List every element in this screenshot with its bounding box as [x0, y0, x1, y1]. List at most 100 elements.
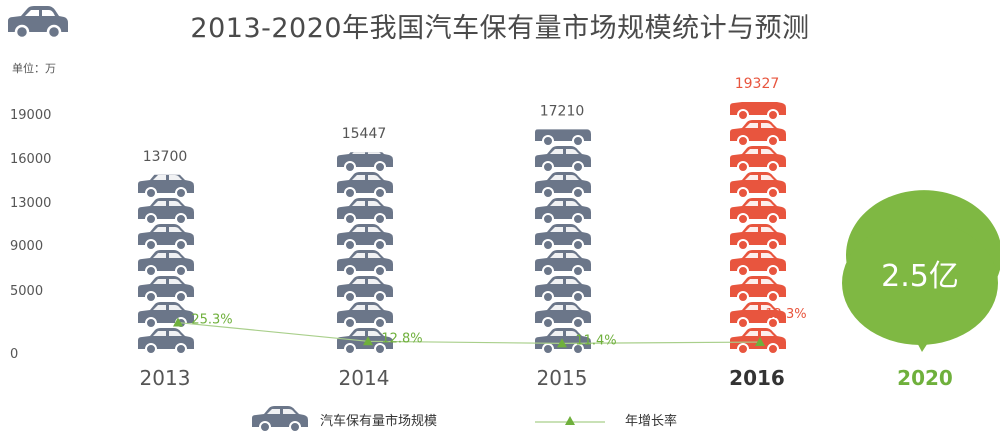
car-icon	[730, 198, 786, 225]
car-icon	[535, 224, 591, 251]
car-icon	[730, 97, 786, 121]
bar-2014	[337, 152, 393, 354]
bar-value-label: 17210	[540, 103, 585, 119]
car-window	[368, 175, 381, 180]
growth-rate-label: 12.3%	[765, 307, 806, 322]
car-window	[566, 253, 579, 258]
car-window	[761, 149, 774, 154]
car-logo-window	[25, 10, 39, 16]
car-wheel	[374, 291, 386, 303]
car-wheel	[737, 187, 749, 199]
car-logo-icon	[8, 6, 68, 40]
growth-rate-marker	[755, 337, 765, 347]
car-wheel	[767, 109, 779, 121]
car-window	[566, 97, 579, 102]
car-wheel	[542, 161, 554, 173]
car-stack	[730, 97, 786, 354]
growth-rate-line	[177, 321, 761, 345]
car-wheel	[374, 213, 386, 225]
car-icon	[337, 198, 393, 225]
car-icon	[730, 276, 786, 303]
car-window	[153, 201, 166, 206]
car-window	[745, 149, 758, 154]
car-window	[169, 201, 182, 206]
car-wheel	[737, 317, 749, 329]
car-wheel	[737, 213, 749, 225]
car-window	[566, 175, 579, 180]
car-window	[169, 331, 182, 336]
car-wheel	[145, 343, 157, 354]
car-icon	[535, 198, 591, 225]
car-wheel	[145, 187, 157, 199]
car-wheel	[737, 291, 749, 303]
car-wheel	[737, 343, 749, 354]
car-wheel	[175, 343, 187, 354]
car-window	[153, 253, 166, 258]
car-wheel	[767, 161, 779, 173]
x-category-label: 2013	[140, 366, 191, 390]
car-icon	[337, 250, 393, 277]
car-window	[153, 227, 166, 232]
car-wheel	[374, 343, 386, 354]
car-wheel	[572, 187, 584, 199]
car-window	[745, 331, 758, 336]
car-window	[745, 123, 758, 128]
car-wheel	[542, 239, 554, 251]
car-window	[169, 253, 182, 258]
unit-label: 单位：万	[12, 62, 56, 75]
car-window	[352, 175, 365, 180]
car-stack	[138, 174, 194, 354]
car-window	[566, 149, 579, 154]
car-window	[169, 279, 182, 284]
bar-2015	[535, 97, 591, 354]
car-wheel	[767, 213, 779, 225]
bar-value-label: 13700	[143, 149, 188, 165]
y-tick-label: 13000	[10, 196, 51, 211]
car-window	[761, 97, 774, 102]
x-category-label: 2015	[537, 366, 588, 390]
car-window	[761, 227, 774, 232]
growth-rate-marker	[557, 338, 567, 348]
car-window	[566, 279, 579, 284]
x-category-label: 2014	[339, 366, 390, 390]
car-wheel	[737, 109, 749, 121]
car-wheel	[572, 343, 584, 354]
car-window	[761, 331, 774, 336]
car-window	[169, 305, 182, 310]
legend-car-icon	[252, 406, 308, 433]
car-window	[550, 149, 563, 154]
car-wheel	[344, 187, 356, 199]
car-stack	[535, 97, 591, 354]
car-wheel	[344, 239, 356, 251]
car-icon	[730, 224, 786, 251]
car-window	[153, 331, 166, 336]
bubble-body	[842, 221, 998, 345]
car-wheel	[572, 135, 584, 147]
car-window	[566, 123, 579, 128]
car-window	[745, 305, 758, 310]
legend-label-series2: 年增长率	[625, 413, 677, 429]
car-wheel	[542, 317, 554, 329]
car-window	[550, 253, 563, 258]
car-window	[267, 409, 280, 414]
car-window	[352, 305, 365, 310]
car-icon	[138, 174, 194, 199]
car-wheel	[374, 265, 386, 277]
bar-value-label: 15447	[342, 126, 387, 142]
car-wheel	[767, 265, 779, 277]
car-icon	[337, 172, 393, 199]
car-window	[566, 305, 579, 310]
car-icon	[730, 302, 786, 329]
y-tick-label: 0	[10, 347, 18, 362]
car-window	[153, 279, 166, 284]
car-icon	[730, 328, 786, 354]
car-icon	[535, 146, 591, 173]
car-icon	[337, 302, 393, 329]
car-icon	[535, 250, 591, 277]
car-icon	[535, 302, 591, 329]
y-tick-label: 19000	[10, 108, 51, 123]
car-wheel	[572, 291, 584, 303]
car-window	[550, 305, 563, 310]
car-window	[368, 152, 381, 154]
